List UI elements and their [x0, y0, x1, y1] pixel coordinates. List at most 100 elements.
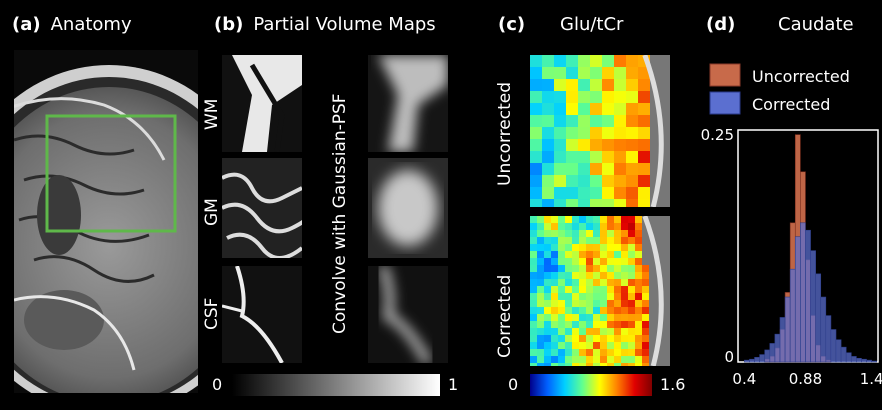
map-voxel	[638, 91, 650, 103]
map-voxel	[565, 244, 572, 251]
map-voxel	[621, 251, 628, 258]
map-voxel	[607, 335, 614, 342]
map-voxel	[565, 216, 572, 223]
map-voxel	[586, 237, 593, 244]
map-voxel	[530, 265, 537, 272]
map-voxel	[537, 363, 544, 366]
map-voxel	[614, 363, 621, 366]
map-voxel	[551, 342, 558, 349]
map-voxel	[578, 91, 590, 103]
map-voxel	[635, 342, 642, 349]
map-voxel	[558, 265, 565, 272]
map-voxel	[530, 286, 537, 293]
map-voxel	[565, 265, 572, 272]
map-voxel	[600, 286, 607, 293]
map-voxel	[635, 230, 642, 237]
map-voxel	[614, 55, 626, 67]
map-voxel	[565, 230, 572, 237]
map-voxel	[600, 335, 607, 342]
map-voxel	[558, 363, 565, 366]
map-voxel	[566, 79, 578, 91]
bar-corrected	[871, 360, 878, 363]
map-voxel	[530, 244, 537, 251]
map-voxel	[530, 223, 537, 230]
map-voxel	[614, 279, 621, 286]
map-voxel	[530, 127, 542, 139]
map-voxel	[537, 286, 544, 293]
map-voxel	[607, 251, 614, 258]
map-voxel	[602, 67, 614, 79]
map-voxel	[565, 314, 572, 321]
map-voxel	[566, 67, 578, 79]
map-voxel	[530, 175, 542, 187]
map-voxel	[558, 279, 565, 286]
map-voxel	[579, 258, 586, 265]
map-voxel	[537, 314, 544, 321]
map-voxel	[565, 349, 572, 356]
map-voxel	[635, 293, 642, 300]
map-voxel	[566, 151, 578, 163]
map-voxel	[602, 103, 614, 115]
map-voxel	[530, 187, 542, 199]
map-voxel	[579, 286, 586, 293]
map-voxel	[635, 244, 642, 251]
map-voxel	[565, 279, 572, 286]
map-voxel	[551, 335, 558, 342]
map-voxel	[579, 300, 586, 307]
map-voxel	[542, 55, 554, 67]
gray-colorbar-max: 1	[448, 375, 459, 394]
map-voxel	[635, 251, 642, 258]
map-voxel	[614, 199, 626, 207]
map-voxel	[586, 279, 593, 286]
map-voxel	[600, 356, 607, 363]
chart-title: Caudate	[778, 14, 854, 35]
map-voxel	[621, 293, 628, 300]
map-voxel	[551, 258, 558, 265]
map-voxel	[607, 293, 614, 300]
bar-corrected	[749, 358, 755, 363]
map-voxel	[614, 307, 621, 314]
map-voxel	[586, 307, 593, 314]
map-voxel	[621, 265, 628, 272]
map-voxel	[628, 321, 635, 328]
map-voxel	[544, 258, 551, 265]
map-voxel	[530, 251, 537, 258]
map-voxel	[593, 230, 600, 237]
panel-d-letter: (d)	[706, 14, 736, 35]
map-voxel	[530, 230, 537, 237]
map-voxel	[578, 103, 590, 115]
map-voxel	[638, 163, 650, 175]
map-voxel	[537, 244, 544, 251]
map-voxel	[614, 216, 621, 223]
map-voxel	[614, 91, 626, 103]
map-voxel	[530, 272, 537, 279]
map-voxel	[593, 363, 600, 366]
map-voxel	[565, 321, 572, 328]
map-voxel	[600, 279, 607, 286]
map-voxel	[530, 55, 542, 67]
map-voxel	[621, 349, 628, 356]
map-voxel	[626, 79, 638, 91]
panel-d-title: (d)	[706, 14, 745, 36]
panel-c-metric: Glu/tCr	[560, 14, 624, 35]
map-voxel	[626, 175, 638, 187]
map-voxel	[565, 328, 572, 335]
map-voxel	[621, 328, 628, 335]
map-voxel	[530, 321, 537, 328]
row-label-uncorrected: Uncorrected	[495, 82, 515, 186]
map-voxel	[628, 363, 635, 366]
map-voxel	[614, 151, 626, 163]
map-voxel	[642, 307, 649, 314]
roi-box	[45, 114, 177, 233]
map-voxel	[537, 307, 544, 314]
map-voxel	[593, 279, 600, 286]
map-voxel	[544, 293, 551, 300]
map-voxel	[642, 272, 649, 279]
map-voxel	[614, 237, 621, 244]
map-voxel	[579, 230, 586, 237]
bar-corrected	[774, 333, 781, 363]
map-voxel	[602, 163, 614, 175]
map-voxel	[551, 349, 558, 356]
map-voxel	[614, 356, 621, 363]
map-voxel	[635, 279, 642, 286]
